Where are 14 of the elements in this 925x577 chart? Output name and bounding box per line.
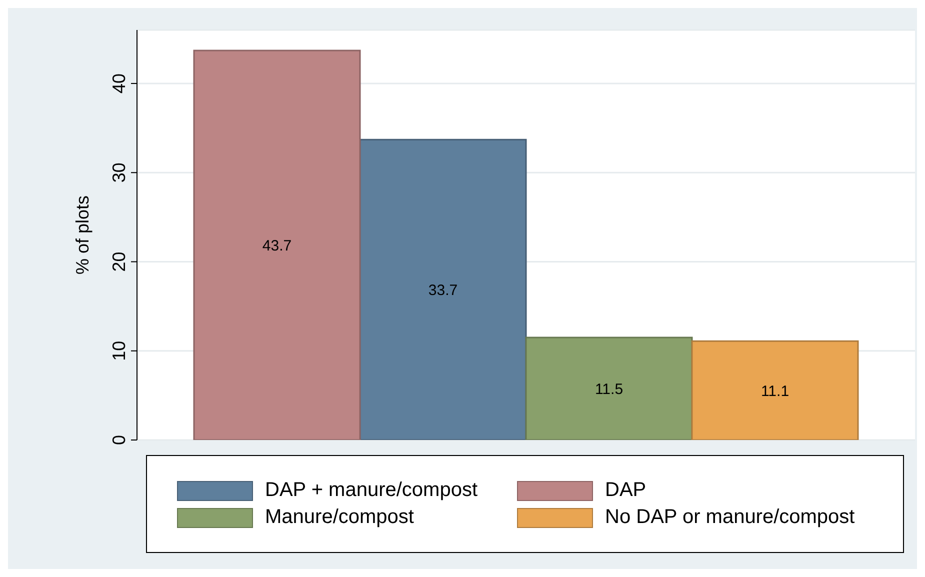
- data-label: 43.7: [262, 238, 292, 255]
- y-tick-label: 0: [109, 434, 129, 446]
- legend-label: DAP: [605, 479, 646, 502]
- legend-label: DAP + manure/compost: [265, 479, 478, 502]
- y-axis-title: % of plots: [72, 195, 92, 275]
- data-label: 33.7: [428, 282, 458, 300]
- y-tick-label: 10: [109, 340, 129, 361]
- legend-label: No DAP or manure/compost: [605, 506, 855, 529]
- data-label: 11.1: [760, 382, 790, 400]
- y-tick-label: 30: [109, 162, 129, 183]
- legend-label: Manure/compost: [265, 506, 414, 529]
- data-label: 11.5: [594, 381, 624, 398]
- y-tick-label: 40: [109, 73, 129, 94]
- y-tick-label: 20: [109, 252, 129, 272]
